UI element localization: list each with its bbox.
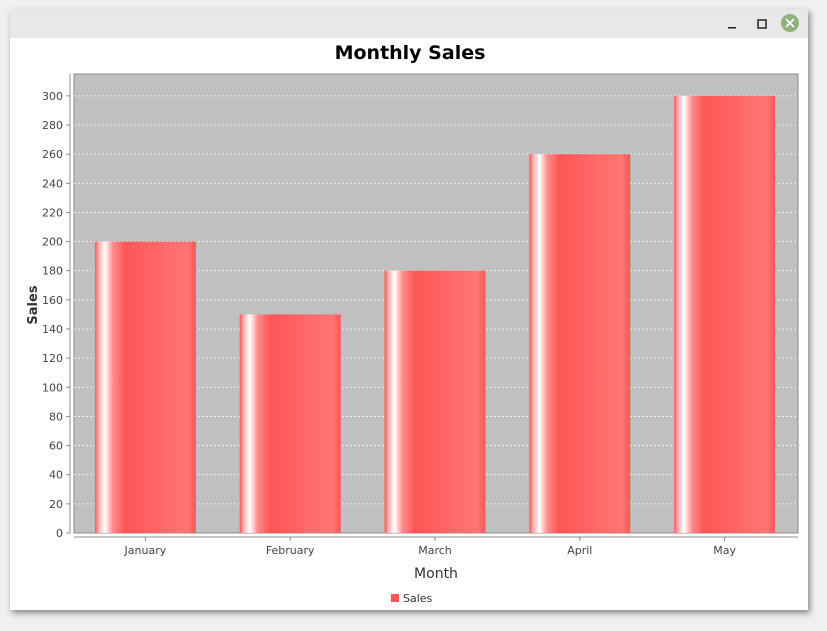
x-tick-label: February	[266, 544, 315, 557]
x-tick-label: March	[418, 544, 452, 557]
close-icon[interactable]	[780, 13, 800, 33]
y-tick-label: 120	[42, 352, 63, 365]
y-tick-label: 140	[42, 323, 63, 336]
y-tick-label: 280	[42, 119, 63, 132]
y-tick-label: 160	[42, 294, 63, 307]
bars	[94, 95, 776, 534]
x-axis-ticks: January February March April May	[124, 537, 736, 557]
y-tick-label: 80	[49, 410, 63, 423]
x-axis-label: Month	[414, 566, 458, 582]
bar-january	[94, 241, 196, 534]
y-tick-label: 0	[56, 527, 63, 540]
y-tick-label: 20	[49, 498, 63, 511]
bar-april	[529, 154, 631, 533]
y-tick-label: 60	[49, 440, 63, 453]
y-tick-label: 40	[49, 469, 63, 482]
bar-chart: Monthly Sales 0 20 40 60 80 100 120 140 160 180 20…	[26, 42, 799, 605]
y-tick-label: 220	[42, 206, 63, 219]
legend-label-sales: Sales	[403, 592, 433, 605]
y-axis-ticks: 0 20 40 60 80 100 120 140 160 180 200 220 240 260 280 3…	[42, 90, 70, 540]
y-axis-label: Sales	[26, 285, 41, 324]
maximize-icon[interactable]	[752, 14, 772, 34]
y-tick-label: 260	[42, 148, 63, 161]
title-bar[interactable]	[10, 9, 808, 38]
y-tick-label: 200	[42, 236, 63, 249]
bar-may	[674, 95, 776, 533]
legend: Sales	[391, 592, 433, 605]
y-tick-label: 100	[42, 381, 63, 394]
minimize-icon[interactable]	[722, 14, 742, 34]
legend-swatch-sales	[391, 594, 399, 602]
chart-title: Monthly Sales	[335, 42, 486, 64]
app-window: Monthly Sales 0 20 40 60 80 100 120 140 160 180 20…	[10, 9, 808, 610]
y-tick-label: 240	[42, 177, 63, 190]
x-tick-label: January	[124, 544, 167, 557]
y-tick-label: 180	[42, 265, 63, 278]
x-tick-label: May	[713, 544, 736, 557]
y-tick-label: 300	[42, 90, 63, 103]
x-tick-label: April	[567, 544, 592, 557]
bar-february	[239, 314, 341, 533]
bar-march	[384, 270, 486, 533]
